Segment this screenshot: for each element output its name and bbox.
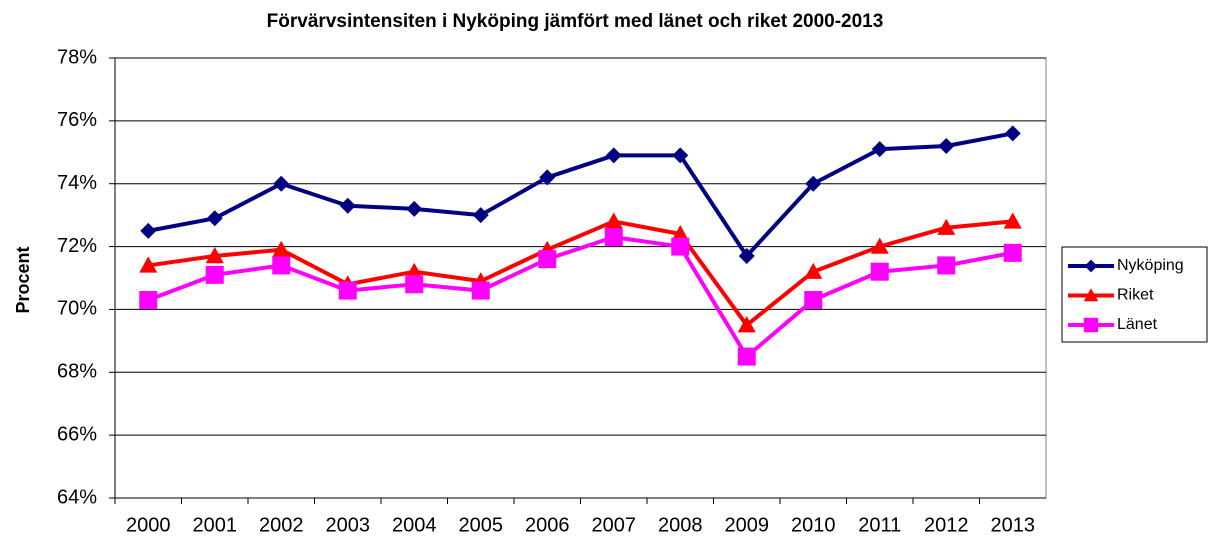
- marker: [1084, 259, 1098, 273]
- x-tick-label: 2006: [525, 514, 570, 536]
- x-tick-label: 2013: [991, 514, 1036, 536]
- marker: [472, 207, 489, 224]
- marker: [737, 316, 756, 333]
- series-line: [147, 219, 1013, 328]
- legend-label: Länet: [1117, 316, 1158, 333]
- marker: [937, 218, 956, 235]
- marker: [1003, 243, 1022, 262]
- marker: [671, 225, 690, 242]
- series-line: [147, 131, 1014, 258]
- y-axis-label: Procent: [13, 246, 33, 313]
- marker: [737, 347, 756, 366]
- x-tick-label: 2001: [193, 514, 238, 536]
- legend-label: Riket: [1117, 287, 1154, 304]
- x-tick-label: 2003: [326, 514, 371, 536]
- marker: [405, 262, 424, 279]
- marker: [1083, 288, 1099, 302]
- y-tick-label: 66%: [57, 423, 97, 445]
- marker: [672, 147, 689, 164]
- marker: [538, 250, 557, 269]
- x-tick-label: 2009: [725, 514, 770, 536]
- marker: [206, 210, 223, 227]
- marker: [338, 281, 357, 300]
- x-tick-label: 2005: [459, 514, 504, 536]
- y-tick-label: 74%: [57, 172, 97, 194]
- marker: [804, 262, 823, 279]
- marker: [1003, 212, 1022, 229]
- marker: [871, 141, 888, 158]
- x-tick-label: 2011: [858, 514, 901, 536]
- x-tick-label: 2000: [126, 514, 171, 536]
- marker: [272, 256, 291, 275]
- marker: [339, 197, 356, 214]
- marker: [938, 138, 955, 154]
- y-tick-label: 76%: [57, 109, 97, 131]
- marker: [870, 262, 889, 281]
- marker: [273, 175, 290, 192]
- y-tick-label: 78%: [57, 46, 97, 68]
- marker: [1004, 125, 1021, 142]
- marker: [604, 228, 623, 247]
- marker: [405, 275, 424, 294]
- marker: [272, 240, 291, 257]
- marker: [804, 291, 823, 309]
- marker: [870, 237, 889, 254]
- legend-label: Nyköping: [1117, 257, 1184, 274]
- marker: [205, 265, 224, 284]
- marker: [671, 237, 690, 256]
- x-tick-label: 2010: [791, 514, 836, 536]
- marker: [1083, 317, 1099, 333]
- y-tick-label: 64%: [57, 486, 97, 508]
- y-tick-label: 72%: [57, 235, 97, 257]
- x-tick-label: 2007: [592, 514, 637, 536]
- marker: [139, 291, 158, 309]
- marker: [140, 222, 157, 239]
- x-tick-label: 2012: [924, 514, 969, 536]
- marker: [937, 256, 956, 275]
- series-line: [147, 235, 1014, 359]
- y-tick-label: 70%: [57, 298, 97, 320]
- x-tick-label: 2004: [392, 514, 437, 536]
- marker: [205, 247, 224, 264]
- marker: [139, 256, 158, 273]
- chart-title: Förvärvsintensiten i Nyköping jämfört me…: [267, 11, 884, 32]
- marker: [805, 175, 822, 192]
- marker: [471, 281, 490, 300]
- plot-area: [114, 57, 1047, 499]
- marker: [738, 248, 755, 264]
- x-tick-label: 2002: [259, 514, 304, 536]
- marker: [539, 169, 556, 186]
- marker: [605, 147, 622, 164]
- marker: [604, 212, 623, 229]
- y-tick-label: 68%: [57, 361, 97, 383]
- x-tick-label: 2008: [658, 514, 703, 536]
- marker: [406, 200, 423, 217]
